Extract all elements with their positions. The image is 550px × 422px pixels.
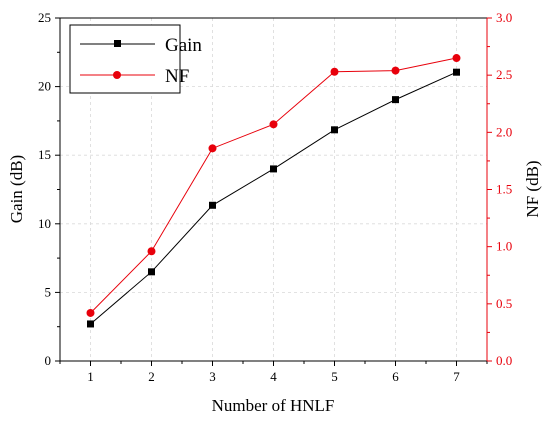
y-right-tick-label-3: 1.5 bbox=[496, 182, 512, 197]
y-left-tick-label-3: 15 bbox=[38, 147, 51, 162]
x-axis-title: Number of HNLF bbox=[212, 396, 335, 415]
y-left-tick-label-5: 25 bbox=[38, 10, 51, 25]
y-left-tick-label-4: 20 bbox=[38, 79, 51, 94]
y-left-axis-title: Gain (dB) bbox=[7, 155, 26, 223]
data-point-gain-6 bbox=[453, 68, 460, 76]
y-right-tick-label-2: 1.0 bbox=[496, 239, 512, 254]
y-right-tick-label-6: 3.0 bbox=[496, 10, 512, 25]
data-point-gain-1 bbox=[148, 268, 155, 276]
tick-labels: 1 2 3 4 5 6 7 0 5 10 15 20 25 0.0 0.5 1.0 1.5 2.0 2.5 3.0 bbox=[38, 10, 512, 384]
y-right-tick-label-4: 2.0 bbox=[496, 124, 512, 139]
x-tick-label-4: 5 bbox=[331, 369, 338, 384]
data-point-gain-0 bbox=[87, 320, 94, 328]
y-right-tick-label-0: 0.0 bbox=[496, 353, 512, 368]
data-point-nf-2 bbox=[208, 144, 217, 153]
y-left-tick-label-1: 5 bbox=[45, 284, 52, 299]
y-right-axis-title: NF (dB) bbox=[523, 160, 542, 217]
data-point-gain-5 bbox=[392, 96, 399, 104]
x-tick-label-0: 1 bbox=[87, 369, 94, 384]
x-tick-label-5: 6 bbox=[392, 369, 399, 384]
legend-gain-marker bbox=[114, 40, 121, 47]
data-point-nf-0 bbox=[86, 308, 95, 317]
x-tick-label-1: 2 bbox=[148, 369, 155, 384]
y-left-tick-label-0: 0 bbox=[45, 353, 52, 368]
data-point-nf-6 bbox=[452, 54, 461, 63]
y-right-tick-label-1: 0.5 bbox=[496, 296, 512, 311]
legend-gain-label: Gain bbox=[165, 35, 202, 56]
data-point-nf-3 bbox=[269, 120, 278, 129]
x-tick-label-6: 7 bbox=[453, 369, 460, 384]
legend: Gain NF bbox=[69, 24, 202, 94]
y-right-tick-label-5: 2.5 bbox=[496, 67, 512, 82]
legend-nf-marker bbox=[113, 71, 121, 79]
y-left-tick-label-2: 10 bbox=[38, 216, 51, 231]
data-point-gain-3 bbox=[270, 165, 277, 173]
data-point-nf-1 bbox=[147, 247, 156, 256]
series-layer bbox=[86, 54, 461, 328]
data-point-gain-4 bbox=[331, 126, 338, 134]
data-point-gain-2 bbox=[209, 201, 216, 209]
x-tick-label-3: 4 bbox=[270, 369, 277, 384]
legend-nf-label: NF bbox=[165, 66, 189, 87]
data-point-nf-4 bbox=[330, 67, 339, 76]
axes bbox=[55, 17, 492, 366]
data-point-nf-5 bbox=[391, 66, 400, 75]
legend-box bbox=[69, 24, 181, 94]
x-tick-label-2: 3 bbox=[209, 369, 216, 384]
